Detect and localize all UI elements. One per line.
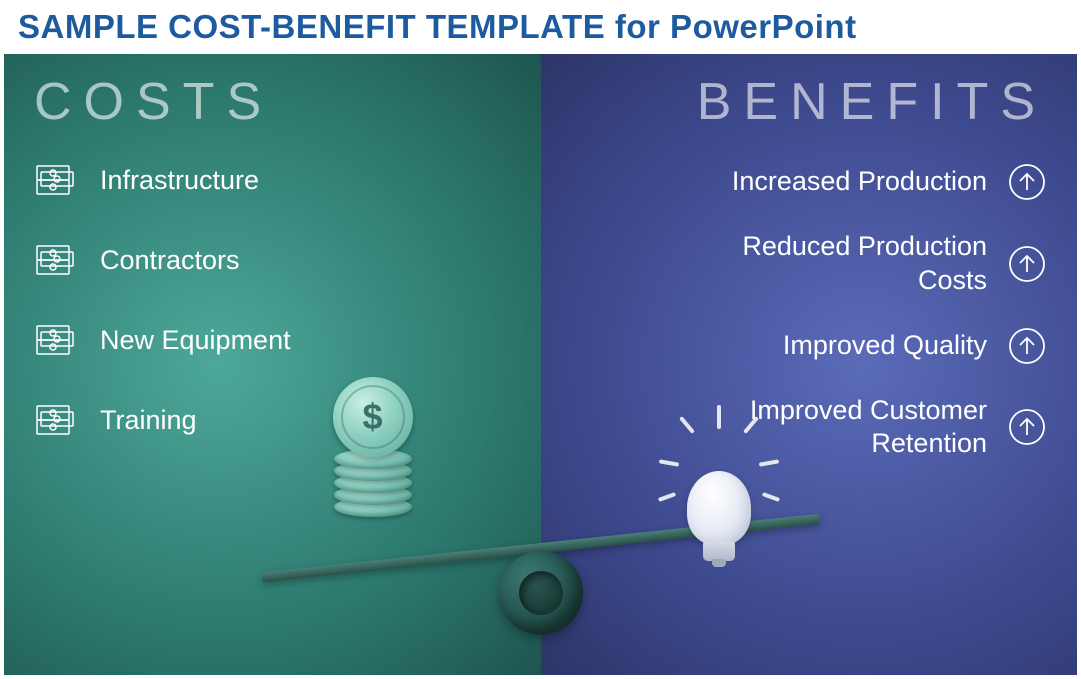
light-ray-icon: [679, 416, 695, 434]
bulb-base-icon: [703, 541, 735, 561]
cost-item-label: Contractors: [100, 244, 240, 278]
light-ray-icon: [658, 459, 678, 466]
arrow-up-circle-icon: [1007, 407, 1047, 447]
cost-item: Infrastructure: [34, 162, 511, 200]
bulb-tip-icon: [712, 559, 726, 567]
benefit-item-label: Increased Production: [732, 165, 987, 199]
light-ray-icon: [758, 459, 778, 466]
scale-fulcrum: [499, 551, 583, 635]
cost-item-label: New Equipment: [100, 324, 291, 358]
benefit-item-label: Reduced Production Costs: [667, 230, 987, 298]
cost-item: Contractors: [34, 242, 511, 280]
coin-stack: $: [323, 377, 423, 517]
benefit-item: Increased Production: [571, 162, 1048, 202]
benefit-item: Reduced Production Costs: [571, 230, 1048, 298]
cost-item-label: Training: [100, 404, 197, 438]
arrow-up-circle-icon: [1007, 326, 1047, 366]
page-title: SAMPLE COST-BENEFIT TEMPLATE for PowerPo…: [0, 0, 1081, 50]
money-stack-icon: [34, 162, 76, 200]
money-stack-icon: [34, 242, 76, 280]
lightbulb-icon: [659, 423, 779, 573]
costs-heading: COSTS: [34, 72, 511, 132]
light-ray-icon: [743, 416, 759, 434]
main-panel: COSTS Infrastructure: [4, 54, 1077, 675]
light-ray-icon: [761, 492, 779, 502]
cost-item-label: Infrastructure: [100, 164, 259, 198]
slide-container: SAMPLE COST-BENEFIT TEMPLATE for PowerPo…: [0, 0, 1081, 679]
bulb-glass-icon: [687, 471, 751, 545]
money-stack-icon: [34, 322, 76, 360]
dollar-coin-icon: $: [333, 377, 413, 457]
benefits-heading: BENEFITS: [571, 72, 1048, 132]
light-ray-icon: [657, 492, 675, 502]
balance-scale: $: [261, 355, 821, 635]
arrow-up-circle-icon: [1007, 162, 1047, 202]
light-ray-icon: [717, 405, 721, 429]
arrow-up-circle-icon: [1007, 244, 1047, 284]
money-stack-icon: [34, 402, 76, 440]
